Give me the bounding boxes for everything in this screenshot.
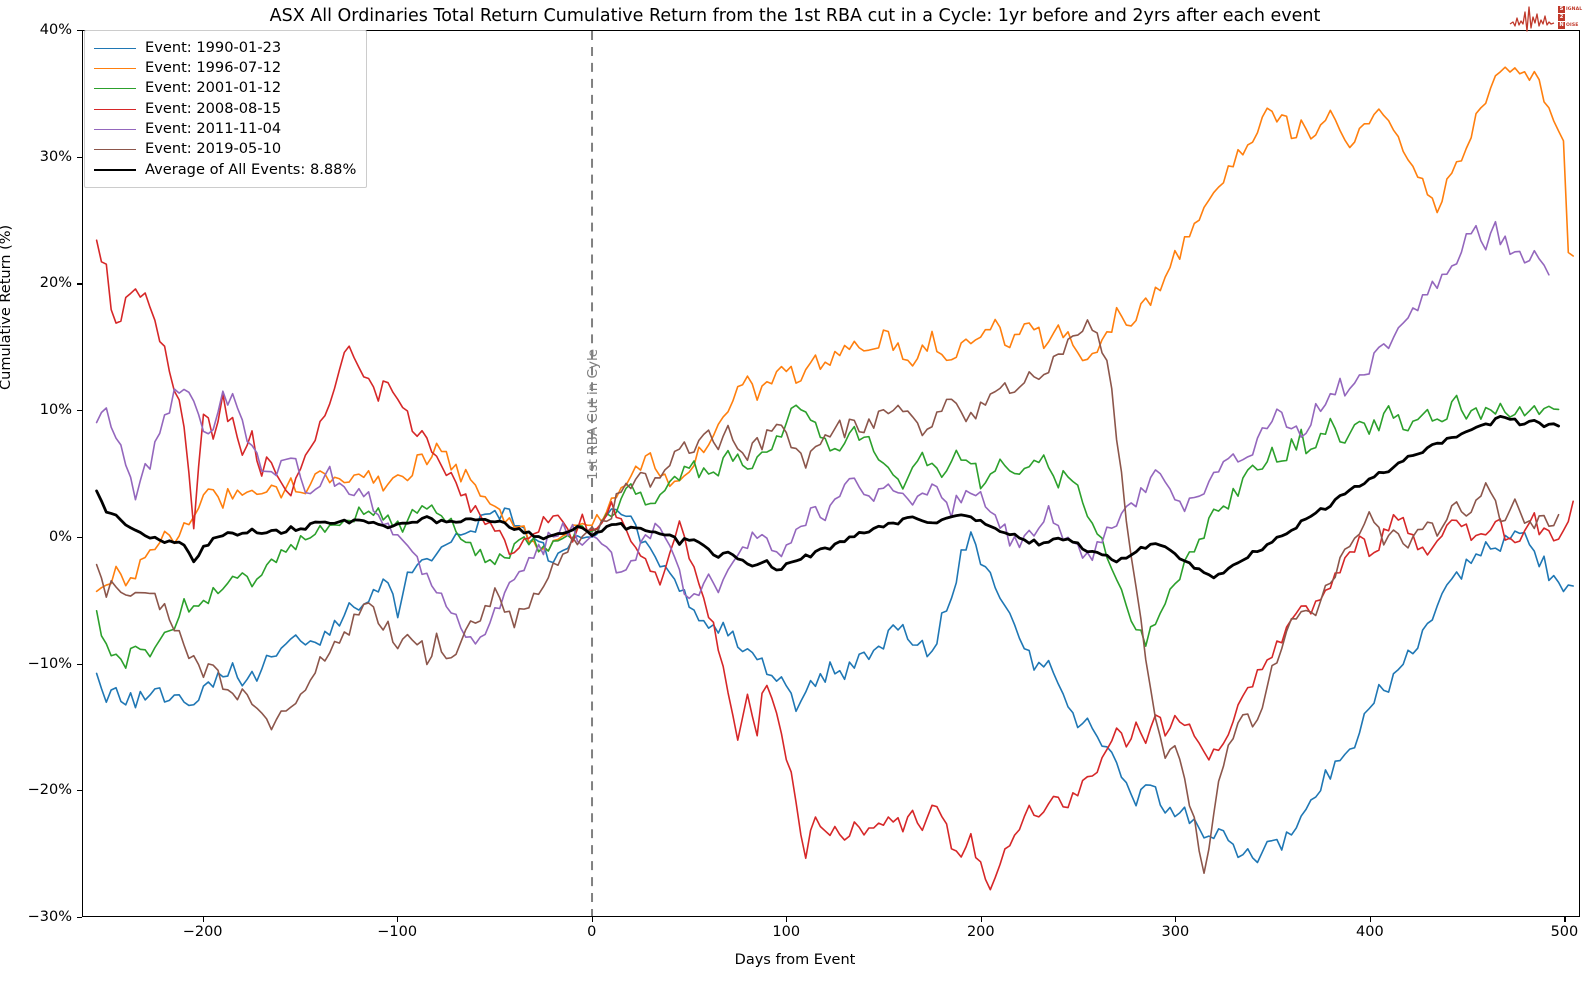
y-tick-mark: [77, 663, 82, 665]
x-tick-label: 100: [772, 924, 801, 940]
page-title: ASX All Ordinaries Total Return Cumulati…: [269, 6, 1321, 26]
legend-color-swatch: [94, 108, 136, 110]
y-tick-mark: [77, 790, 82, 792]
y-tick-label: 40%: [39, 22, 72, 38]
chart-legend: Event: 1990-01-23 Event: 1996-07-12 Event:…: [84, 30, 368, 189]
series-line: [95, 319, 1560, 875]
legend-color-swatch: [94, 149, 136, 151]
x-tick-label: 200: [966, 924, 995, 940]
series-line: [95, 220, 1550, 645]
x-tick-mark: [1369, 917, 1371, 922]
x-tick-mark: [202, 917, 204, 922]
logo-word-signal: IGNAL: [1566, 7, 1583, 12]
signal-to-noise-logo: S IGNAL 2 N OISE: [1502, 1, 1586, 35]
legend-label: Event: 1990-01-23: [145, 38, 282, 56]
legend-label: Event: 2019-05-10: [145, 140, 282, 158]
y-tick-label: 10%: [39, 402, 72, 419]
legend-item[interactable]: Event: 2011-11-04: [94, 119, 356, 139]
legend-label: Event: 2008-08-15: [145, 99, 282, 117]
legend-color-swatch: [94, 67, 136, 69]
x-axis-label: Days from Event: [734, 952, 856, 968]
series-line: [95, 507, 1574, 864]
x-tick-label: 400: [1356, 924, 1384, 940]
legend-label: Event: 1996-07-12: [145, 59, 282, 77]
logo-box-2: 2: [1558, 14, 1565, 21]
x-tick-mark: [980, 917, 982, 922]
plot-svg: [95, 31, 1574, 916]
legend-color-swatch: [94, 128, 136, 130]
y-tick-label: 0%: [48, 528, 72, 545]
series-line: [95, 414, 1560, 580]
y-tick-label: −20%: [27, 782, 72, 799]
legend-color-swatch: [94, 168, 136, 171]
legend-label: Event: 2011-11-04: [145, 120, 282, 138]
x-tick-mark: [397, 917, 399, 922]
x-tick-label: −100: [377, 924, 418, 940]
y-axis-label: Cumulative Return (%): [0, 224, 14, 390]
series-line: [95, 239, 1574, 891]
x-tick-label: 500: [1550, 924, 1579, 940]
x-tick-mark: [786, 917, 788, 922]
y-tick-mark: [77, 410, 82, 412]
x-tick-mark: [1564, 917, 1566, 922]
y-tick-label: −30%: [27, 909, 72, 925]
x-tick-mark: [1175, 917, 1177, 922]
legend-item[interactable]: Event: 1990-01-23: [94, 38, 356, 58]
legend-item[interactable]: Average of All Events: 8.88%: [94, 160, 356, 180]
y-tick-mark: [77, 156, 82, 158]
logo-box-n: N: [1558, 22, 1565, 29]
logo-word-noise: OISE: [1566, 23, 1579, 28]
legend-color-swatch: [94, 88, 136, 90]
series-line: [95, 66, 1574, 593]
x-tick-mark: [591, 917, 593, 922]
legend-item[interactable]: Event: 2001-01-12: [94, 79, 356, 99]
logo-waveform-icon: [1509, 6, 1555, 32]
y-tick-label: 30%: [39, 148, 72, 165]
event-line-annotation: 1st RBA Cut in Cyle: [584, 348, 601, 480]
legend-item[interactable]: Event: 2019-05-10: [94, 139, 356, 159]
series-line: [95, 394, 1560, 669]
x-tick-label: −200: [182, 924, 223, 940]
y-tick-label: 20%: [39, 275, 72, 292]
x-tick-label: 300: [1161, 924, 1190, 940]
legend-color-swatch: [94, 47, 136, 49]
x-tick-label: 0: [587, 924, 597, 940]
legend-item[interactable]: Event: 2008-08-15: [94, 99, 356, 119]
legend-label: Event: 2001-01-12: [145, 79, 282, 97]
legend-label: Average of All Events: 8.88%: [145, 160, 357, 178]
y-tick-mark: [77, 536, 82, 538]
y-tick-mark: [77, 917, 82, 919]
y-tick-label: −10%: [27, 655, 72, 672]
y-tick-mark: [77, 30, 82, 32]
logo-box-s: S: [1558, 6, 1565, 13]
y-tick-mark: [77, 283, 82, 285]
legend-item[interactable]: Event: 1996-07-12: [94, 58, 356, 78]
